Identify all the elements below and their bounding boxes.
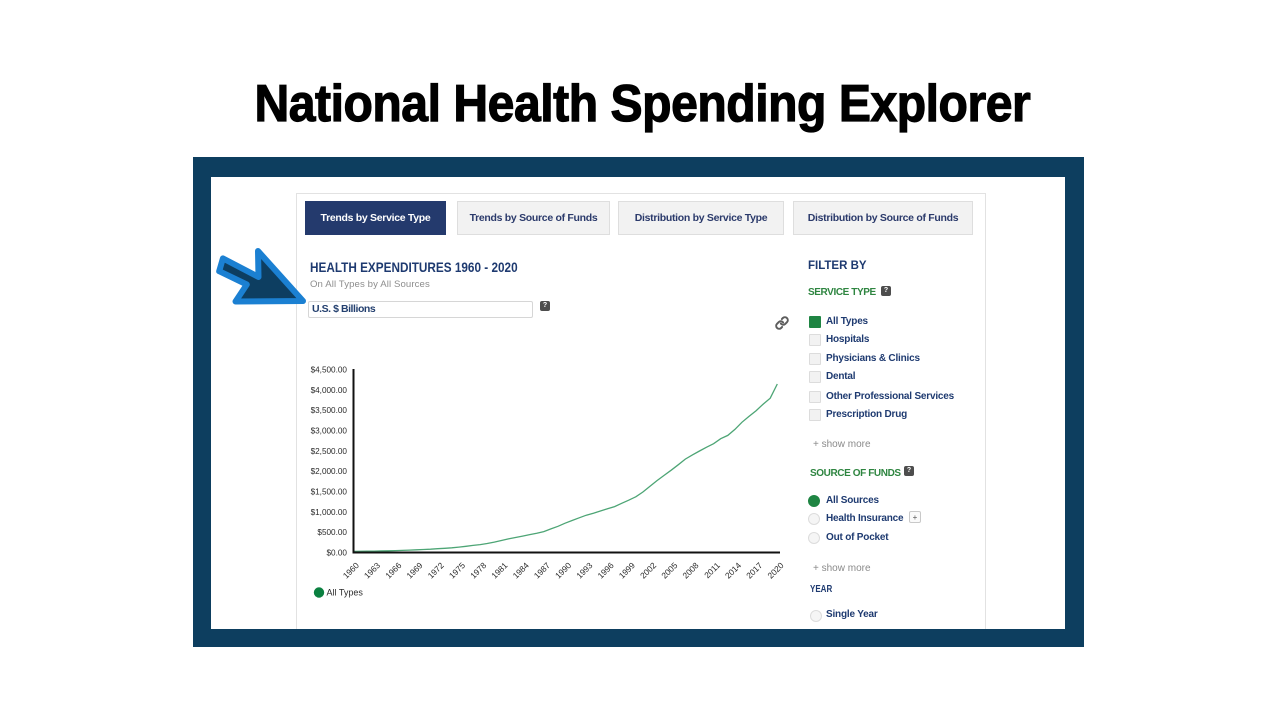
svg-text:2002: 2002	[638, 560, 658, 580]
svg-text:All Types: All Types	[327, 588, 364, 598]
svg-text:$4,500.00: $4,500.00	[311, 366, 348, 375]
svg-text:1978: 1978	[468, 560, 488, 580]
svg-text:1981: 1981	[489, 560, 509, 580]
svg-text:$500.00: $500.00	[317, 528, 347, 537]
svg-text:$4,000.00: $4,000.00	[311, 386, 348, 395]
svg-text:2011: 2011	[702, 560, 722, 580]
svg-text:1966: 1966	[383, 560, 403, 580]
svg-text:1972: 1972	[426, 560, 446, 580]
svg-text:1987: 1987	[532, 560, 552, 580]
svg-text:1969: 1969	[404, 560, 424, 580]
svg-text:1996: 1996	[595, 560, 615, 580]
svg-text:2008: 2008	[680, 560, 700, 580]
svg-text:$1,000.00: $1,000.00	[311, 508, 348, 517]
svg-text:$2,000.00: $2,000.00	[311, 467, 348, 476]
svg-text:2020: 2020	[765, 560, 785, 580]
svg-text:2005: 2005	[659, 560, 679, 580]
svg-text:1993: 1993	[574, 560, 594, 580]
svg-text:$3,500.00: $3,500.00	[311, 406, 348, 415]
svg-text:1999: 1999	[617, 560, 637, 580]
svg-text:1990: 1990	[553, 560, 573, 580]
svg-text:1963: 1963	[362, 560, 382, 580]
svg-text:$0.00: $0.00	[327, 549, 348, 558]
svg-text:$2,500.00: $2,500.00	[311, 447, 348, 456]
svg-text:1960: 1960	[341, 560, 361, 580]
svg-text:$1,500.00: $1,500.00	[311, 488, 348, 497]
svg-text:1984: 1984	[511, 560, 531, 580]
svg-text:2017: 2017	[744, 560, 764, 580]
svg-text:2014: 2014	[723, 560, 743, 580]
svg-text:1975: 1975	[447, 560, 467, 580]
svg-text:$3,000.00: $3,000.00	[311, 427, 348, 436]
